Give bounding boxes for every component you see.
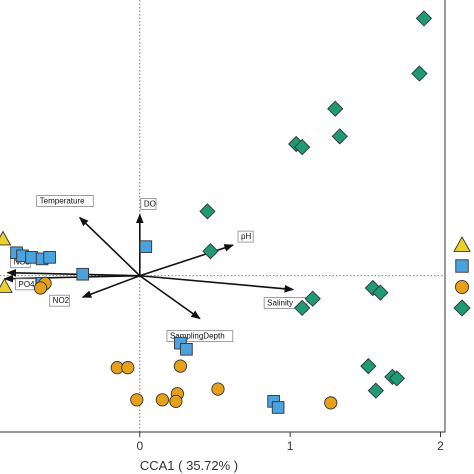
diamond-point (367, 382, 384, 399)
vector-label: DO (144, 199, 156, 208)
diamond-point (360, 357, 377, 375)
square-point (76, 267, 89, 281)
circle-point (173, 359, 188, 373)
diamond-point (411, 65, 428, 82)
square-point (271, 401, 285, 414)
vector-label: pH (241, 232, 251, 241)
circle-point (211, 382, 225, 396)
square-point (43, 251, 56, 264)
sample-points (0, 10, 433, 414)
x-tick-label: 1 (287, 439, 294, 453)
legend-circle-marker (454, 279, 470, 295)
diamond-point (199, 203, 216, 220)
diamond-point (327, 100, 344, 117)
vector-label-box (263, 297, 308, 309)
circle-point (33, 281, 48, 295)
vector-label-box (237, 230, 254, 243)
vector-arrow (139, 274, 295, 293)
diamond-point (294, 138, 311, 156)
vector-label-box (49, 294, 70, 307)
vector-arrow (78, 216, 141, 277)
circle-point (130, 393, 144, 407)
diamond-point (202, 243, 219, 260)
vector-label-box (166, 330, 234, 343)
legend-diamond-marker (453, 299, 471, 317)
legend-square-marker (455, 259, 469, 273)
x-axis-ticks: 0 1 2 (136, 432, 444, 453)
x-tick-label: 2 (437, 439, 444, 453)
circle-point (155, 393, 169, 407)
square-point (180, 342, 193, 356)
diamond-point (415, 10, 433, 27)
vector-label: PO4 (19, 280, 36, 289)
triangle-point (0, 278, 13, 293)
vector-label: NO2 (53, 296, 70, 305)
circle-point (169, 394, 183, 408)
vector-label: Temperature (40, 197, 85, 206)
square-point (139, 240, 153, 253)
plot-frame (0, 0, 446, 433)
vector-label-box (140, 198, 157, 210)
legend (453, 236, 471, 317)
square-point (25, 251, 38, 264)
x-axis-label: CCA1 ( 35.72% ) (140, 458, 238, 473)
diamond-point (294, 299, 311, 317)
circle-point (121, 361, 135, 375)
vector-arrow (3, 274, 140, 283)
diamond-point (372, 284, 389, 301)
vector-label: SamplingDepth (170, 332, 225, 341)
diamond-point (304, 290, 321, 307)
vector-arrow (6, 269, 140, 277)
vector-label-box (36, 195, 94, 207)
zero-lines (0, 0, 445, 432)
vector-arrow (81, 274, 141, 298)
vector-label: Salinity (267, 299, 293, 308)
vector-arrow (139, 275, 201, 320)
triangle-point (0, 230, 12, 246)
environmental-vectors: DO pH Salinity SamplingDepth NO2 PO4 NO3 Temper… (3, 195, 308, 343)
circle-point (324, 396, 338, 410)
diamond-point (388, 370, 406, 387)
diamond-point (331, 128, 348, 145)
x-tick-label: 0 (136, 439, 143, 453)
vector-label: NO3 (14, 258, 31, 267)
legend-triangle-marker (453, 236, 471, 252)
